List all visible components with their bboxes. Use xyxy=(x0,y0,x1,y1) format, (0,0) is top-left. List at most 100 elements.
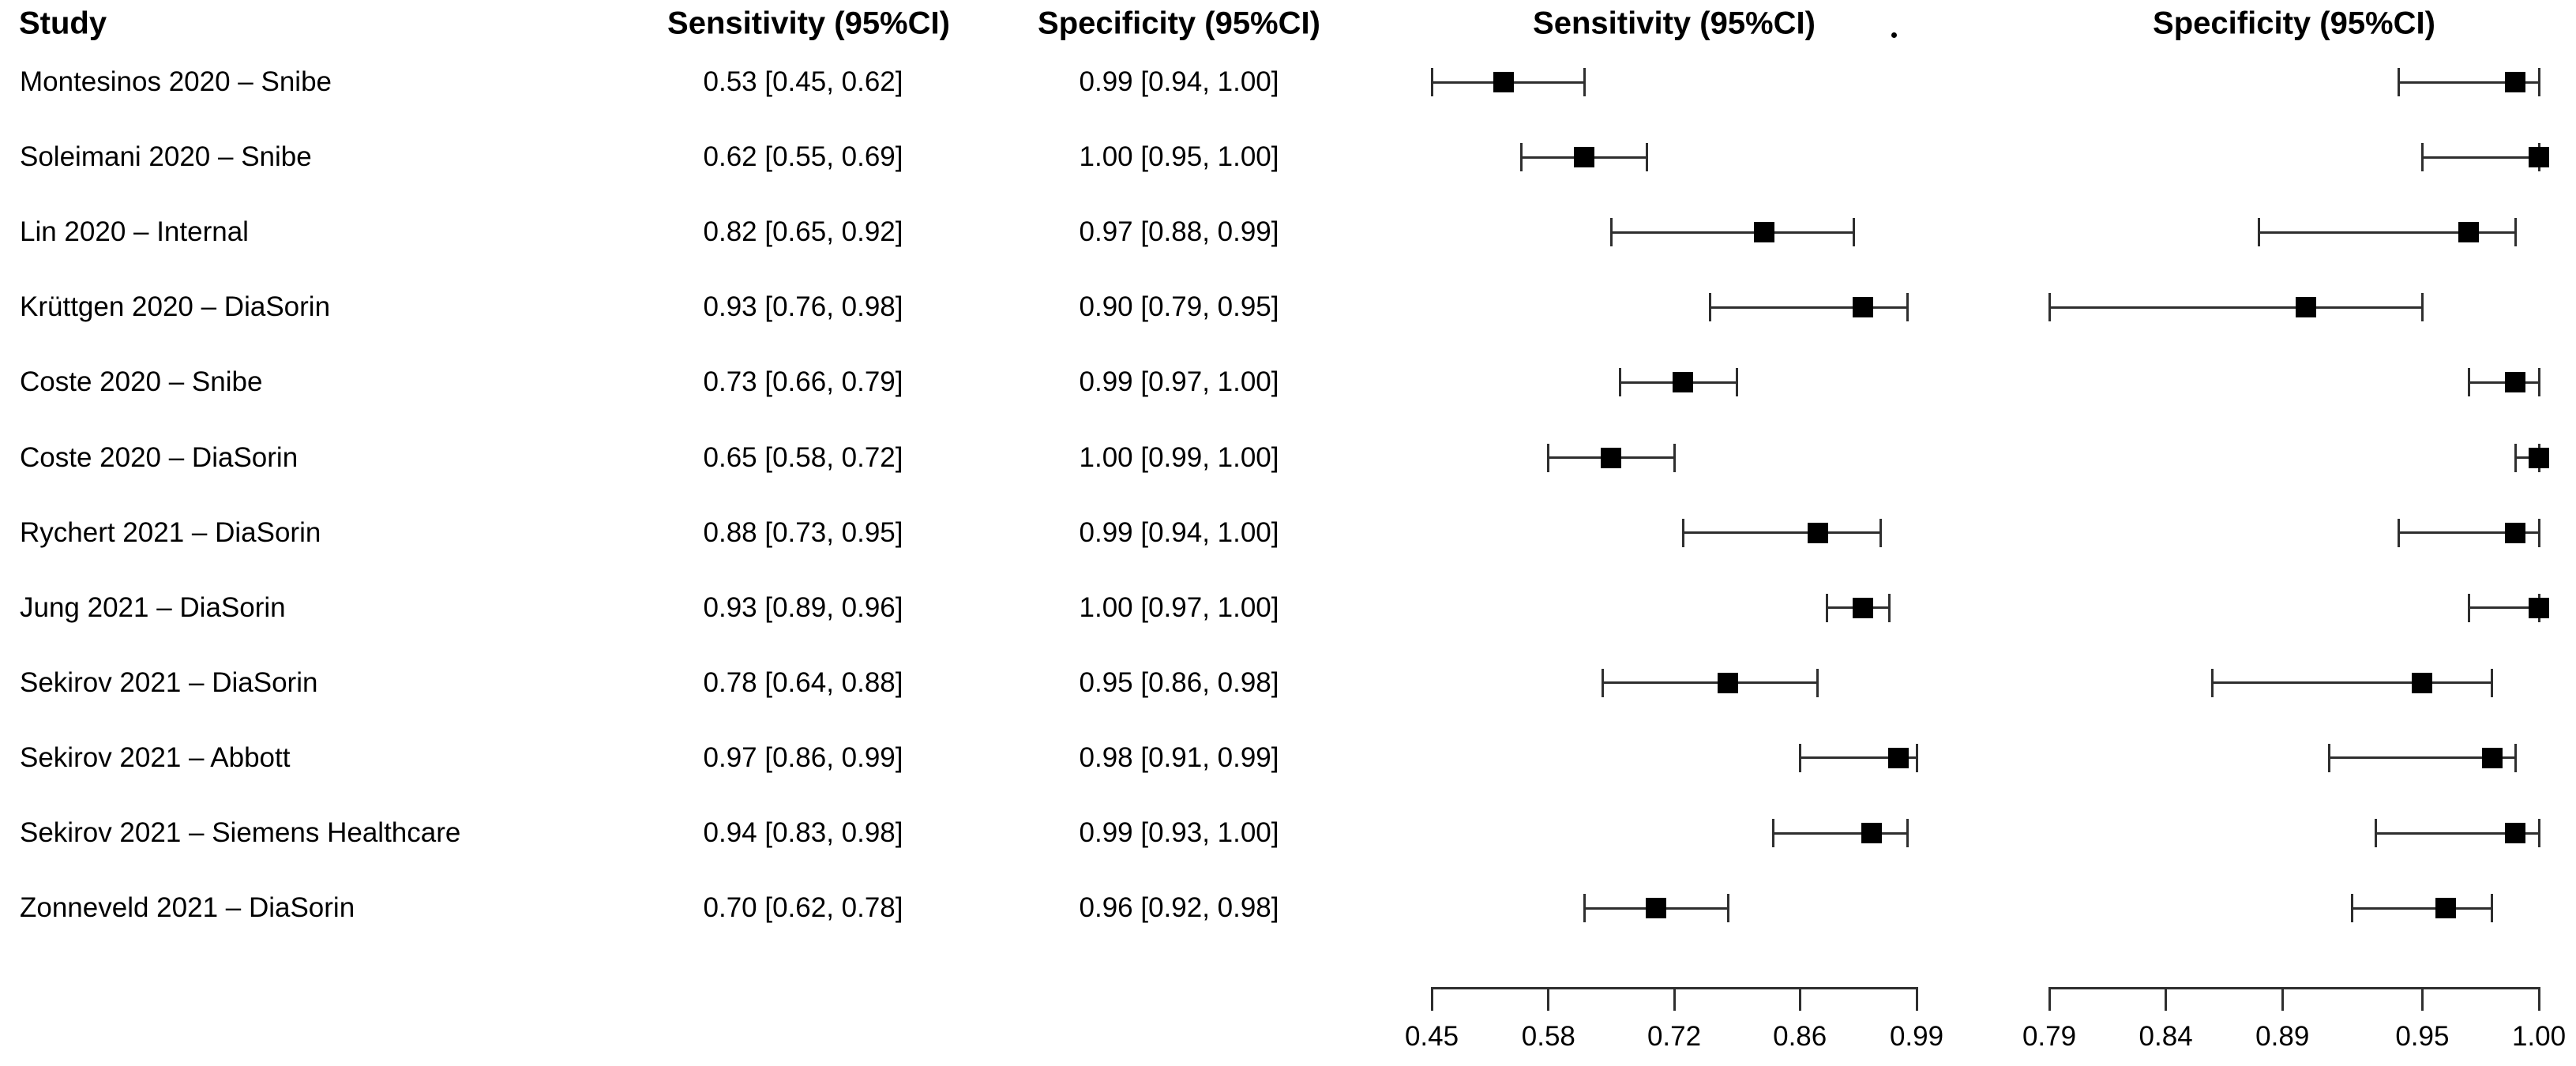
sensitivity-axis-tick xyxy=(1798,987,1801,1011)
study-label: Lin 2020 – Internal xyxy=(20,216,249,248)
stray-dot xyxy=(1891,32,1897,38)
specificity-ci-cap-left xyxy=(2351,894,2354,923)
sensitivity-ci-cap-right xyxy=(1816,668,1819,697)
study-label: Sekirov 2021 – Abbott xyxy=(20,741,291,773)
specificity-axis-tick xyxy=(2281,987,2284,1011)
specificity-value-label: 1.00 [0.95, 1.00] xyxy=(1079,141,1279,173)
sensitivity-ci-line xyxy=(1710,306,1908,309)
sensitivity-point-marker xyxy=(1852,597,1873,618)
sensitivity-value-label: 0.65 [0.58, 0.72] xyxy=(703,441,903,473)
sensitivity-point-marker xyxy=(1807,522,1828,543)
specificity-value-label: 0.90 [0.79, 0.95] xyxy=(1079,291,1279,323)
sensitivity-ci-cap-right xyxy=(1673,443,1676,472)
study-label: Zonneveld 2021 – DiaSorin xyxy=(20,892,355,924)
sensitivity-axis-tick-label: 0.86 xyxy=(1773,1021,1827,1052)
sensitivity-plot-header: Sensitivity (95%CI) xyxy=(1533,6,1816,41)
specificity-value-label: 0.95 [0.86, 0.98] xyxy=(1079,666,1279,698)
sensitivity-axis-tick-label: 0.58 xyxy=(1521,1021,1575,1052)
specificity-value-label: 1.00 [0.99, 1.00] xyxy=(1079,441,1279,473)
specificity-ci-cap-left xyxy=(2048,293,2051,322)
specificity-axis-tick-label: 0.79 xyxy=(2022,1021,2077,1052)
specificity-point-marker xyxy=(2505,372,2526,393)
specificity-point-marker xyxy=(2505,522,2526,543)
specificity-axis-tick-label: 0.89 xyxy=(2255,1021,2310,1052)
sensitivity-axis-tick-label: 0.72 xyxy=(1647,1021,1702,1052)
study-label: Soleimani 2020 – Snibe xyxy=(20,141,312,173)
specificity-point-marker xyxy=(2529,147,2549,168)
specificity-ci-line xyxy=(2212,681,2492,685)
specificity-ci-cap-right xyxy=(2537,518,2540,547)
specificity-ci-line xyxy=(2329,756,2516,760)
specificity-ci-cap-right xyxy=(2537,68,2540,96)
sensitivity-point-marker xyxy=(1574,147,1595,168)
sensitivity-ci-cap-right xyxy=(1646,143,1649,172)
sensitivity-axis-tick-label: 0.99 xyxy=(1889,1021,1944,1052)
specificity-ci-cap-right xyxy=(2491,894,2494,923)
specificity-ci-cap-right xyxy=(2537,368,2540,397)
specificity-ci-cap-right xyxy=(2491,668,2494,697)
sensitivity-ci-cap-left xyxy=(1798,743,1801,772)
sensitivity-point-marker xyxy=(1673,372,1694,393)
specificity-ci-cap-left xyxy=(2467,593,2470,622)
sensitivity-ci-cap-right xyxy=(1736,368,1739,397)
sensitivity-value-label: 0.88 [0.73, 0.95] xyxy=(703,516,903,548)
study-label: Jung 2021 – DiaSorin xyxy=(20,591,286,623)
sensitivity-column-header: Sensitivity (95%CI) xyxy=(667,6,950,41)
sensitivity-ci-cap-right xyxy=(1915,743,1918,772)
specificity-ci-cap-left xyxy=(2398,518,2401,547)
sensitivity-value-label: 0.97 [0.86, 0.99] xyxy=(703,741,903,773)
specificity-axis-line xyxy=(2048,987,2540,989)
sensitivity-ci-cap-left xyxy=(1547,443,1550,472)
sensitivity-axis-tick xyxy=(1430,987,1433,1011)
specificity-axis-tick-label: 0.84 xyxy=(2139,1021,2193,1052)
specificity-ci-line xyxy=(2049,306,2423,309)
specificity-ci-line xyxy=(2259,231,2516,234)
sensitivity-ci-cap-left xyxy=(1619,368,1622,397)
sensitivity-value-label: 0.73 [0.66, 0.79] xyxy=(703,366,903,398)
specificity-ci-cap-right xyxy=(2537,819,2540,847)
sensitivity-point-marker xyxy=(1753,222,1774,243)
sensitivity-ci-cap-left xyxy=(1825,593,1828,622)
sensitivity-ci-line xyxy=(1611,231,1854,234)
sensitivity-value-label: 0.82 [0.65, 0.92] xyxy=(703,216,903,248)
sensitivity-axis-tick xyxy=(1915,987,1918,1011)
sensitivity-value-label: 0.53 [0.45, 0.62] xyxy=(703,66,903,97)
study-column-header: Study xyxy=(19,6,107,41)
specificity-point-marker xyxy=(2505,823,2526,843)
sensitivity-ci-cap-right xyxy=(1583,68,1586,96)
sensitivity-ci-cap-left xyxy=(1681,518,1684,547)
sensitivity-ci-line xyxy=(1800,756,1917,760)
specificity-ci-cap-left xyxy=(2374,819,2377,847)
specificity-ci-line xyxy=(2515,456,2539,459)
specificity-plot-header: Specificity (95%CI) xyxy=(2153,6,2435,41)
study-label: Coste 2020 – Snibe xyxy=(20,366,263,398)
sensitivity-ci-cap-right xyxy=(1888,593,1891,622)
specificity-ci-cap-left xyxy=(2327,743,2330,772)
sensitivity-ci-line xyxy=(1773,831,1908,835)
specificity-value-label: 0.96 [0.92, 0.98] xyxy=(1079,892,1279,924)
specificity-ci-cap-right xyxy=(2514,743,2517,772)
specificity-point-marker xyxy=(2435,898,2456,919)
specificity-ci-line xyxy=(2398,531,2539,535)
sensitivity-ci-cap-right xyxy=(1726,894,1729,923)
sensitivity-point-marker xyxy=(1493,72,1514,92)
sensitivity-value-label: 0.62 [0.55, 0.69] xyxy=(703,141,903,173)
study-label: Montesinos 2020 – Snibe xyxy=(20,66,332,97)
specificity-point-marker xyxy=(2481,747,2503,768)
specificity-ci-cap-left xyxy=(2398,68,2401,96)
sensitivity-value-label: 0.93 [0.89, 0.96] xyxy=(703,591,903,623)
specificity-value-label: 0.99 [0.94, 1.00] xyxy=(1079,66,1279,97)
specificity-column-header: Specificity (95%CI) xyxy=(1038,6,1320,41)
sensitivity-point-marker xyxy=(1718,672,1739,693)
specificity-ci-line xyxy=(2469,381,2539,384)
sensitivity-ci-cap-left xyxy=(1520,143,1523,172)
sensitivity-ci-cap-right xyxy=(1879,518,1883,547)
sensitivity-value-label: 0.93 [0.76, 0.98] xyxy=(703,291,903,323)
specificity-point-marker xyxy=(2295,297,2316,318)
sensitivity-ci-cap-left xyxy=(1583,894,1586,923)
sensitivity-point-marker xyxy=(1888,747,1909,768)
specificity-axis-tick xyxy=(2420,987,2424,1011)
sensitivity-value-label: 0.94 [0.83, 0.98] xyxy=(703,817,903,848)
sensitivity-ci-line xyxy=(1602,681,1818,685)
